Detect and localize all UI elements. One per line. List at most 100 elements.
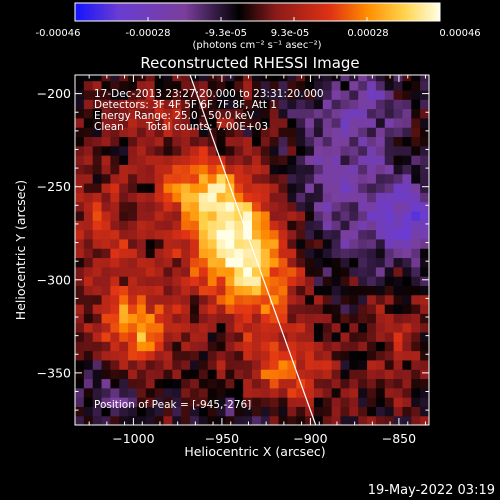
heatmap-cell (216, 341, 227, 352)
heatmap-cell (269, 164, 280, 175)
heatmap-cell (110, 75, 120, 82)
heatmap-cell (92, 108, 103, 119)
heatmap-cell (340, 341, 350, 352)
heatmap-cell (83, 80, 94, 91)
heatmap-cell (252, 350, 262, 361)
heatmap-cell (234, 294, 244, 305)
heatmap-cell (190, 127, 200, 138)
heatmap-cell (75, 350, 85, 361)
heatmap-cell (296, 182, 306, 193)
heatmap-cell (234, 276, 244, 286)
heatmap-cell (154, 210, 165, 221)
heatmap-cell (128, 359, 138, 370)
heatmap-cell (145, 378, 156, 389)
heatmap-cell (278, 80, 288, 91)
heatmap-cell (340, 210, 350, 221)
heatmap-cell (287, 331, 297, 342)
heatmap-cell (163, 192, 173, 203)
heatmap-cell (260, 220, 271, 231)
heatmap-cell (287, 155, 297, 165)
heatmap-cell (101, 266, 111, 277)
heatmap-cell (358, 136, 368, 147)
heatmap-cell (358, 108, 368, 119)
heatmap-cell (420, 127, 429, 138)
heatmap-cell (393, 127, 404, 138)
heatmap-cell (375, 145, 386, 156)
heatmap-cell (207, 303, 218, 314)
heatmap-cell (75, 313, 85, 324)
heatmap-cell (128, 173, 138, 184)
heatmap-cell (411, 210, 421, 221)
heatmap-cell (243, 415, 253, 425)
heatmap-cell (349, 313, 359, 324)
heatmap-cell (216, 75, 227, 82)
heatmap-cell (119, 313, 129, 324)
heatmap-cell (367, 182, 377, 193)
heatmap-cell (393, 341, 404, 352)
heatmap-cell (278, 145, 288, 156)
heatmap-cell (340, 257, 350, 268)
heatmap-cell (172, 415, 182, 425)
heatmap-cell (349, 359, 359, 370)
heatmap-cell (393, 322, 404, 333)
heatmap-cell (154, 201, 165, 212)
heatmap-cell (296, 257, 306, 268)
heatmap-cell (296, 285, 306, 296)
heatmap-cell (136, 359, 147, 370)
heatmap-cell (128, 155, 138, 165)
heatmap-cell (101, 210, 111, 221)
heatmap-cell (313, 229, 324, 240)
heatmap-cell (349, 331, 359, 342)
heatmap-cell (375, 313, 386, 324)
heatmap-cell (287, 127, 297, 138)
heatmap-cell (367, 369, 377, 380)
heatmap-cell (313, 99, 324, 110)
heatmap-cell (190, 276, 200, 286)
heatmap-cell (243, 192, 253, 203)
colorbar-tick-label: -9.3e-05 (205, 28, 247, 39)
heatmap-cell (234, 155, 244, 165)
heatmap-cell (322, 127, 333, 138)
heatmap-cell (278, 303, 288, 314)
heatmap-cell (101, 303, 111, 314)
heatmap-cell (198, 266, 209, 277)
heatmap-cell (101, 397, 111, 407)
heatmap-cell (128, 229, 138, 240)
heatmap-cell (83, 341, 94, 352)
heatmap-cell (172, 406, 182, 417)
heatmap-cell (83, 201, 94, 212)
heatmap-cell (243, 75, 253, 82)
heatmap-cell (110, 313, 120, 324)
heatmap-cell (252, 89, 262, 100)
heatmap-cell (163, 406, 173, 417)
heatmap-cell (154, 108, 165, 119)
heatmap-cell (260, 164, 271, 175)
heatmap-cell (269, 210, 280, 221)
heatmap-cell (101, 127, 111, 138)
heatmap-cell (110, 155, 120, 165)
heatmap-cell (154, 276, 165, 286)
heatmap-cell (411, 369, 421, 380)
heatmap-cell (136, 285, 147, 296)
heatmap-cell (349, 266, 359, 277)
heatmap-cell (172, 387, 182, 398)
heatmap-cell (181, 155, 191, 165)
heatmap-cell (420, 369, 429, 380)
heatmap-cell (305, 182, 315, 193)
heatmap-cell (420, 155, 429, 165)
heatmap-cell (181, 322, 191, 333)
heatmap-cell (225, 387, 235, 398)
heatmap-cell (384, 350, 395, 361)
heatmap-cell (92, 220, 103, 231)
heatmap-cell (83, 397, 94, 407)
heatmap-cell (154, 182, 165, 193)
heatmap-cell (287, 89, 297, 100)
heatmap-cell (340, 322, 350, 333)
heatmap-cell (145, 182, 156, 193)
heatmap-cell (154, 341, 165, 352)
heatmap-cell (411, 359, 421, 370)
heatmap-cell (402, 201, 412, 212)
heatmap-cell (322, 238, 333, 249)
heatmap-cell (101, 322, 111, 333)
heatmap-cell (375, 331, 386, 342)
